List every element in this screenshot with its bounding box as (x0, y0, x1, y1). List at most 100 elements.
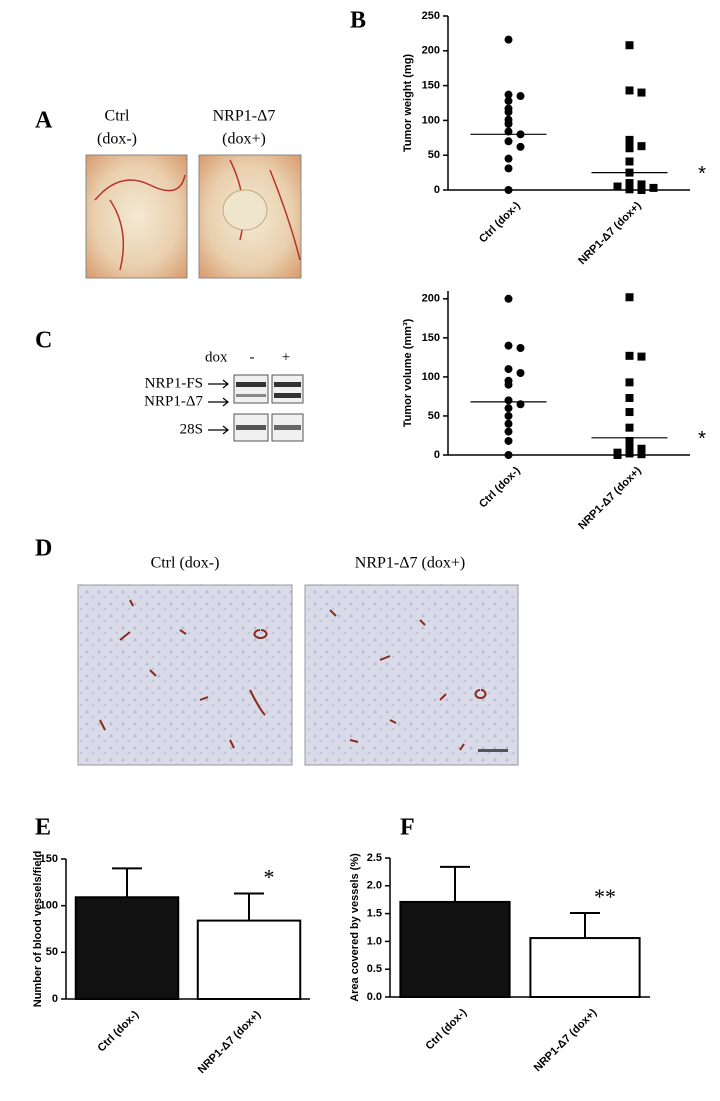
y-tick-label: 100 (422, 371, 440, 383)
label: Ctrl (dox-) (151, 555, 220, 572)
annotation: * (698, 163, 706, 185)
dot (504, 294, 513, 303)
dot (613, 451, 622, 459)
dot (625, 293, 634, 302)
blot (233, 374, 304, 442)
bar (399, 900, 511, 999)
dot (637, 352, 646, 361)
x-tick-label: Ctrl (dox-) (477, 464, 523, 510)
x-tick-label: NRP1-Δ7 (dox+) (576, 199, 644, 267)
dot (625, 351, 634, 360)
dot (637, 444, 646, 453)
y-tick-label: 150 (422, 80, 440, 92)
dot (504, 164, 513, 173)
dot (504, 451, 513, 459)
dot (625, 137, 634, 146)
dot (625, 393, 634, 402)
dot (504, 108, 513, 117)
y-axis-label: Area covered by vessels (%) (349, 853, 361, 1002)
dot (504, 341, 513, 350)
dot (516, 92, 525, 101)
dot (504, 427, 513, 436)
label: 28S (180, 421, 203, 437)
bar (196, 919, 302, 1000)
bar (74, 896, 180, 1000)
x-tick-label: NRP1-Δ7 (dox+) (532, 1006, 600, 1074)
stained-vessels (99, 599, 487, 751)
y-tick-label: 150 (422, 332, 440, 344)
y-axis-label: Tumor weight (mg) (402, 54, 414, 153)
label: (dox-) (97, 131, 137, 148)
x-tick-label: NRP1-Δ7 (dox+) (196, 1008, 264, 1076)
dot (504, 137, 513, 146)
annotation: * (264, 865, 275, 890)
dot (504, 404, 513, 413)
dot (625, 423, 634, 432)
label: dox (205, 349, 228, 365)
x-tick-label: Ctrl (dox-) (424, 1006, 470, 1052)
dot (637, 88, 646, 97)
dot (625, 408, 634, 417)
label: NRP1-FS (145, 375, 203, 391)
annotation: ** (594, 884, 616, 909)
dot (504, 90, 513, 99)
dot (504, 96, 513, 105)
dot (504, 186, 513, 194)
dot (625, 144, 634, 153)
label: NRP1-Δ7 (213, 108, 276, 125)
panel-letter: C (35, 328, 52, 354)
dot (504, 127, 513, 136)
panel-letter: E (35, 815, 51, 841)
label: NRP1-Δ7 (dox+) (355, 555, 465, 572)
y-tick-label: 0.0 (367, 991, 382, 1003)
y-tick-label: 2.5 (367, 852, 382, 864)
dot (504, 35, 513, 44)
micrograph (77, 584, 293, 766)
photo (85, 154, 188, 279)
dot (516, 344, 525, 353)
x-tick-label: Ctrl (dox-) (477, 199, 523, 245)
label: + (282, 349, 290, 365)
panel-letter: A (35, 108, 53, 134)
dot (613, 182, 622, 191)
y-tick-label: 100 (422, 114, 440, 126)
y-tick-label: 0 (52, 993, 58, 1005)
y-tick-label: 1.0 (367, 935, 382, 947)
y-tick-label: 250 (422, 10, 440, 22)
dot (504, 365, 513, 374)
y-axis-label: Tumor volume (mm³) (402, 318, 414, 427)
panel-letter: F (400, 815, 415, 841)
dot (625, 86, 634, 95)
vessels (94, 159, 301, 271)
panel-letter: B (350, 8, 366, 34)
dot (504, 154, 513, 163)
scale-bar (478, 749, 508, 752)
dot (637, 180, 646, 189)
label: (dox+) (222, 131, 266, 148)
dot (504, 380, 513, 389)
label: NRP1-Δ7 (144, 393, 203, 409)
y-tick-label: 100 (40, 900, 58, 912)
dot (504, 436, 513, 445)
y-tick-label: 0.5 (367, 963, 382, 975)
y-tick-label: 200 (422, 293, 440, 305)
y-tick-label: 1.5 (367, 908, 382, 920)
y-axis-label: Number of blood vessels/field (32, 851, 44, 1007)
y-tick-label: 50 (46, 946, 58, 958)
bar (529, 937, 641, 999)
dot (504, 119, 513, 128)
dot (516, 142, 525, 151)
dot (625, 185, 634, 194)
annotation: * (698, 428, 706, 450)
label: - (250, 349, 255, 365)
micrograph (304, 584, 519, 766)
y-tick-label: 2.0 (367, 880, 382, 892)
arrows (208, 379, 229, 435)
x-tick-label: Ctrl (dox-) (96, 1008, 142, 1054)
dot (625, 449, 634, 458)
dot (504, 411, 513, 420)
dot (625, 443, 634, 452)
label: Ctrl (105, 108, 130, 125)
tumor (222, 189, 268, 231)
dot (625, 179, 634, 188)
